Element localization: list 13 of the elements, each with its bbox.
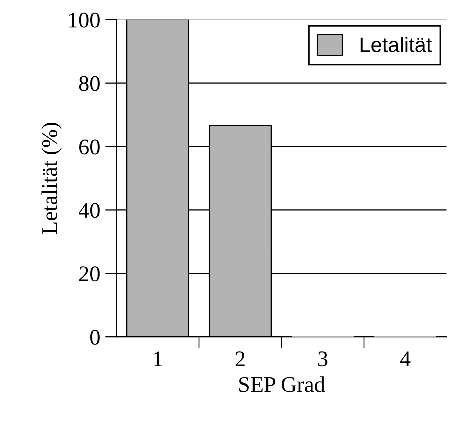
y-axis-title: Letalität (%) (42, 123, 62, 234)
x-tick-label: 1 (154, 352, 162, 366)
x-tick-label: 3 (318, 352, 328, 367)
x-tick-label: 4 (400, 352, 411, 366)
x-axis-title: SEP Grad (240, 376, 326, 392)
y-tick-label: 80 (79, 76, 100, 92)
y-tick-label: 100 (69, 12, 100, 28)
x-tick-label: 2 (236, 352, 245, 366)
y-tick-label: 60 (80, 140, 100, 155)
y-tick-label: 20 (80, 266, 100, 282)
y-tick-label: 40 (78, 203, 100, 218)
y-tick-label: 0 (90, 330, 100, 346)
legend-label: Letalität (360, 37, 432, 52)
